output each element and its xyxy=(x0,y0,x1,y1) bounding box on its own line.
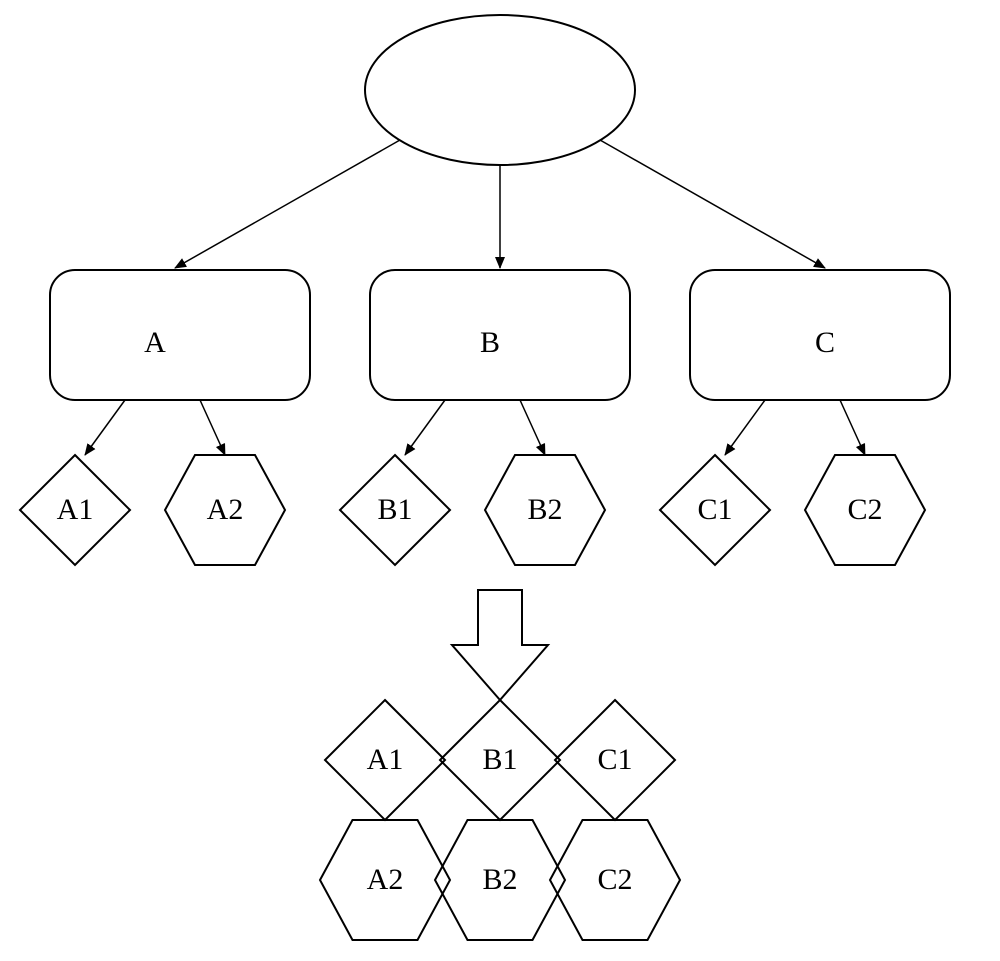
big-down-arrow xyxy=(452,590,548,700)
leaf-hexagon-label-B2: B2 xyxy=(527,493,562,526)
mid-node-label-B: B xyxy=(480,326,500,359)
leaf-hexagon-label-C2: C2 xyxy=(847,493,882,526)
edge-root-mid-2 xyxy=(600,140,825,268)
mid-node-label-C: C xyxy=(815,326,835,359)
bottom-hexagon-label-C2b: C2 xyxy=(597,863,632,896)
bottom-hexagon-label-A2b: A2 xyxy=(367,863,404,896)
edge-mid-leaf-2 xyxy=(405,400,445,455)
mid-node-A xyxy=(50,270,310,400)
edge-mid-leaf-0 xyxy=(85,400,125,455)
root-ellipse xyxy=(365,15,635,165)
leaf-diamond-label-A1: A1 xyxy=(57,493,94,526)
diagram-canvas: A B C A1 B1 C1 A2 B2 C2 A1 B1 C1 A2 B2 C2 xyxy=(0,0,1000,961)
bottom-diamond-label-B1b: B1 xyxy=(482,743,517,776)
edge-mid-leaf-3 xyxy=(520,400,545,455)
bottom-hexagon-label-B2b: B2 xyxy=(482,863,517,896)
edge-mid-leaf-4 xyxy=(725,400,765,455)
edge-root-mid-0 xyxy=(175,140,400,268)
leaf-hexagon-label-A2: A2 xyxy=(207,493,244,526)
leaf-diamond-label-B1: B1 xyxy=(377,493,412,526)
bottom-diamond-label-C1b: C1 xyxy=(597,743,632,776)
mid-node-label-A: A xyxy=(144,326,166,359)
leaf-diamond-label-C1: C1 xyxy=(697,493,732,526)
bottom-diamond-label-A1b: A1 xyxy=(367,743,404,776)
edge-mid-leaf-1 xyxy=(200,400,225,455)
edge-mid-leaf-5 xyxy=(840,400,865,455)
